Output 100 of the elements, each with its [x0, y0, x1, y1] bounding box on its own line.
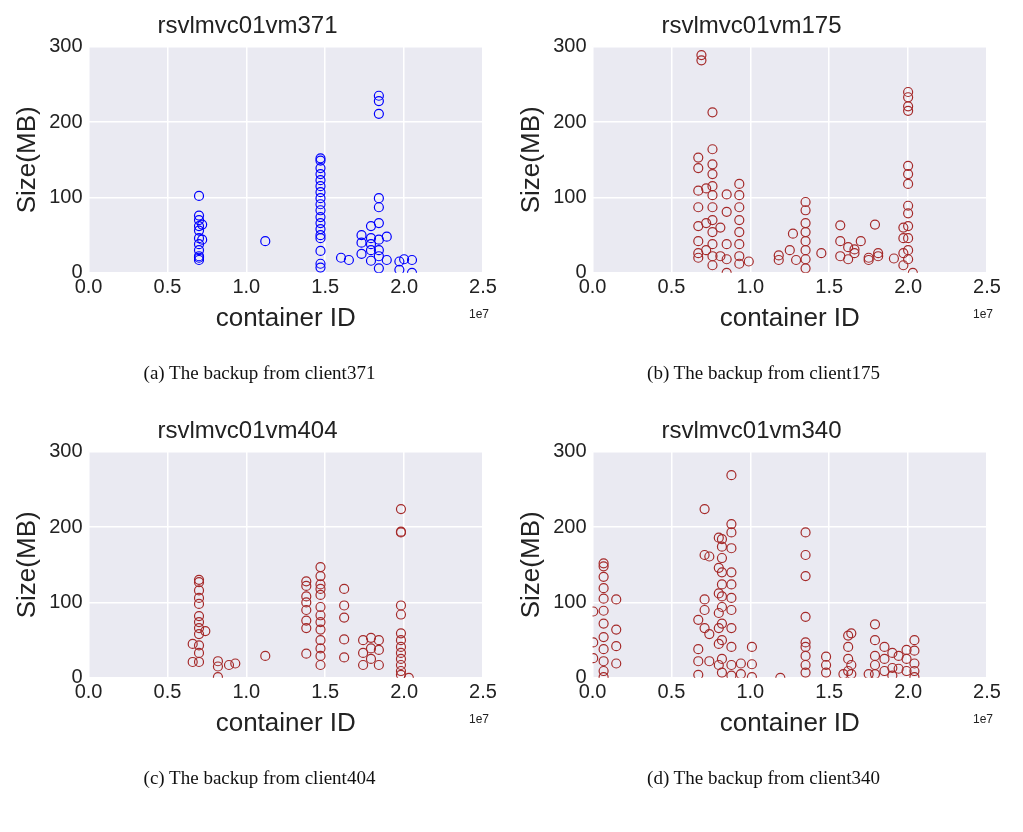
y-tick-label: 300 — [553, 439, 587, 462]
y-tick-label: 100 — [553, 589, 587, 612]
point — [315, 245, 326, 257]
point — [373, 193, 384, 204]
x-tick-label: 2.0 — [390, 275, 419, 298]
y-tick-label: 100 — [553, 184, 587, 207]
point — [193, 210, 205, 221]
point — [193, 214, 205, 226]
x-tick-label: 0.5 — [657, 680, 686, 703]
text: (a) The backup from client371 — [142, 362, 377, 384]
y-tick-label: 300 — [49, 34, 83, 57]
point — [356, 237, 367, 248]
point — [315, 169, 326, 180]
point — [365, 245, 377, 256]
y-axis-title: Size(MB) — [514, 511, 545, 619]
x-tick-label: 1.5 — [815, 680, 844, 703]
text: 1e7 — [468, 712, 490, 727]
y-tick-label: 300 — [49, 439, 83, 462]
point — [399, 254, 410, 265]
text: 1e7 — [972, 712, 994, 727]
point — [381, 254, 392, 266]
point — [335, 252, 347, 263]
point — [197, 234, 208, 245]
text: 1e7 — [468, 307, 490, 322]
point — [193, 239, 205, 250]
y-tick-label: 200 — [553, 109, 587, 132]
x-tick-label: 2.5 — [973, 680, 1001, 703]
point — [356, 248, 367, 260]
point — [315, 217, 326, 229]
point — [260, 236, 271, 247]
point — [365, 233, 377, 244]
y-axis-title: Size(MB) — [10, 106, 41, 214]
x-tick-label: 1.0 — [232, 275, 261, 298]
point — [193, 245, 205, 256]
y-tick-label: 100 — [49, 184, 83, 207]
y-tick-label: 300 — [553, 34, 587, 57]
text: (d) The backup from client340 — [646, 767, 881, 789]
point — [365, 255, 377, 266]
point — [315, 224, 326, 235]
text: (b) The backup from client175 — [646, 362, 881, 384]
chart-title: rsvlmvc01vm175 — [661, 11, 842, 39]
point — [315, 205, 326, 216]
point — [197, 219, 208, 230]
x-tick-label: 2.0 — [390, 680, 419, 703]
point — [193, 233, 205, 244]
y-tick-label: 200 — [49, 109, 83, 132]
point — [193, 220, 205, 232]
point — [193, 190, 205, 202]
x-tick-label: 2.0 — [894, 680, 923, 703]
point — [394, 256, 405, 267]
point — [315, 175, 326, 186]
x-tick-label: 2.5 — [973, 275, 1001, 298]
point — [315, 211, 326, 223]
point — [315, 181, 326, 192]
point — [365, 220, 377, 232]
x-axis-title: container ID — [719, 301, 860, 332]
x-tick-label: 2.5 — [469, 680, 497, 703]
point — [373, 202, 384, 213]
point — [356, 230, 367, 241]
x-tick-label: 0.5 — [153, 275, 182, 298]
x-tick-label: 2.0 — [894, 275, 923, 298]
y-axis-title: Size(MB) — [10, 511, 41, 619]
x-axis-title: container ID — [215, 301, 356, 332]
x-axis-title: container ID — [215, 706, 356, 737]
y-tick-label: 100 — [49, 589, 83, 612]
text: (c) The backup from client404 — [142, 767, 377, 789]
point — [315, 193, 326, 204]
x-tick-label: 1.5 — [815, 275, 844, 298]
point — [373, 263, 384, 273]
x-tick-label: 1.5 — [311, 680, 340, 703]
x-tick-label: 1.0 — [736, 680, 765, 703]
chart-title: rsvlmvc01vm371 — [157, 11, 338, 39]
point — [373, 95, 384, 107]
x-axis-title: container ID — [719, 706, 860, 737]
x-tick-label: 2.5 — [469, 275, 497, 298]
point — [373, 108, 384, 119]
text: 1e7 — [972, 307, 994, 322]
chart-title: rsvlmvc01vm404 — [157, 416, 338, 444]
chart-title: rsvlmvc01vm340 — [661, 416, 842, 444]
x-tick-label: 1.0 — [736, 275, 765, 298]
point — [315, 187, 326, 198]
point — [315, 199, 326, 210]
x-tick-label: 0.5 — [657, 275, 686, 298]
x-tick-label: 1.0 — [232, 680, 261, 703]
point — [343, 254, 354, 266]
point — [193, 225, 205, 236]
point — [373, 217, 384, 229]
x-tick-label: 1.5 — [311, 275, 340, 298]
point — [373, 234, 384, 245]
point — [394, 264, 405, 273]
point — [315, 162, 326, 174]
point — [406, 254, 418, 266]
point — [315, 262, 326, 273]
point — [373, 90, 384, 101]
point — [365, 239, 377, 250]
x-tick-label: 0.5 — [153, 680, 182, 703]
y-axis-title: Size(MB) — [514, 106, 545, 214]
point — [381, 231, 392, 242]
y-tick-label: 200 — [49, 514, 83, 537]
y-tick-label: 200 — [553, 514, 587, 537]
